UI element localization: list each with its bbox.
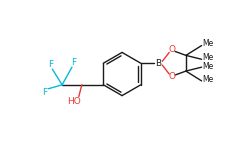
Text: F: F (48, 60, 53, 69)
Text: Me: Me (202, 39, 213, 48)
Text: O: O (169, 45, 176, 54)
Text: HO: HO (67, 97, 81, 106)
Text: B: B (155, 59, 162, 68)
Text: F: F (71, 58, 76, 67)
Text: Me: Me (202, 53, 213, 62)
Text: Me: Me (202, 75, 213, 84)
Text: F: F (42, 88, 47, 97)
Text: O: O (169, 72, 176, 81)
Text: Me: Me (202, 62, 213, 71)
